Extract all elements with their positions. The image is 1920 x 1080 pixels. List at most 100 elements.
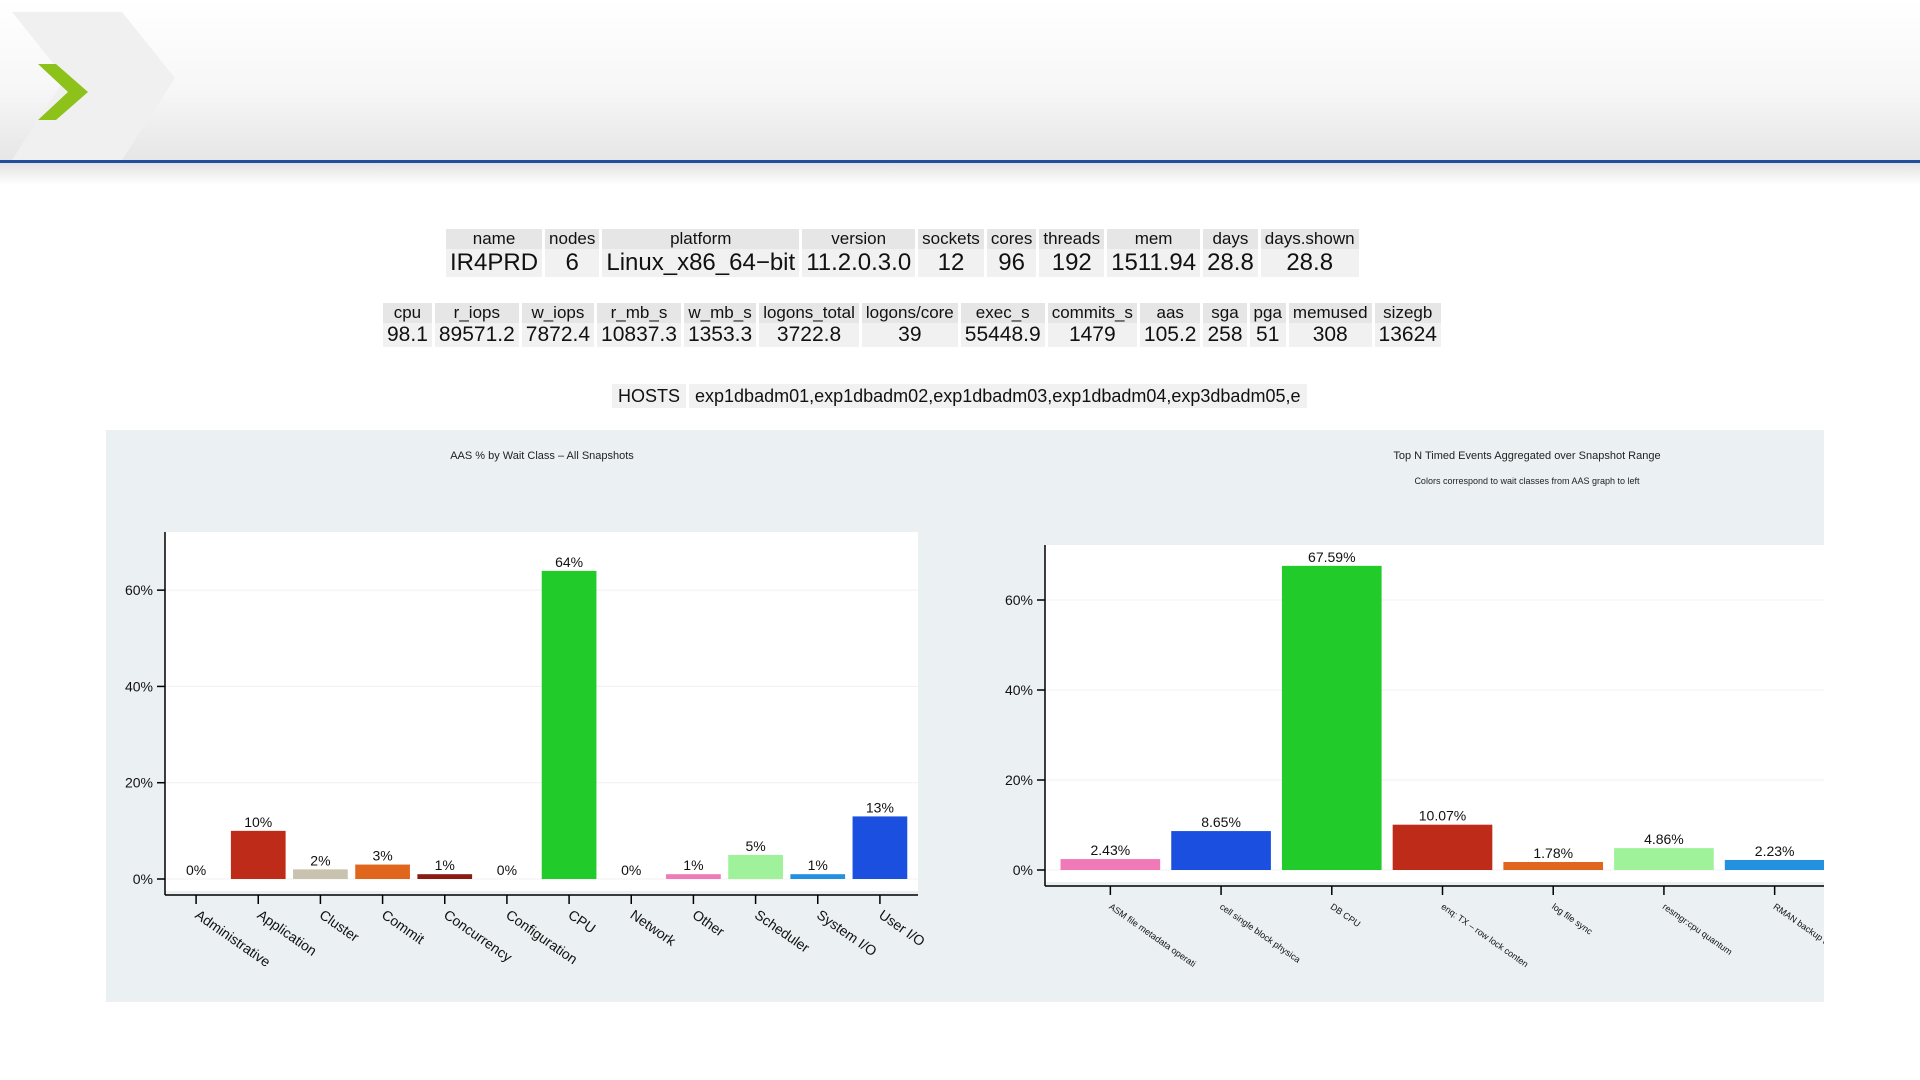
aas-chart-ytick-label-2: 40% [125, 678, 153, 694]
aas-chart-bar-3 [355, 864, 410, 879]
summary2-header-9: aas [1138, 303, 1204, 323]
summary1-value-0: IR4PRD [446, 249, 546, 277]
summary1-header-2: platform [600, 229, 803, 249]
aas-chart-category-label-6: CPU [565, 906, 598, 936]
summary1-header-8: days [1201, 229, 1261, 249]
summary1-header-9: days.shown [1259, 229, 1362, 249]
summary1-header-4: sockets [916, 229, 987, 249]
aas-chart-category-label-4: Concurrency [441, 906, 515, 965]
aas-wait-class-chart: AAS % by Wait Class – All Snapshots 0% 20%… [125, 450, 928, 970]
aas-chart-data-label-5: 0% [497, 862, 517, 878]
aas-chart-data-label-6: 64% [555, 554, 583, 570]
aas-chart-data-label-10: 1% [808, 857, 828, 873]
aas-chart-bar-1 [230, 830, 286, 879]
aas-chart-data-label-7: 0% [621, 862, 641, 878]
aas-chart-bar-2 [293, 869, 348, 879]
aas-chart-bar-9 [728, 854, 783, 879]
aas-chart-ytick-label-3: 60% [125, 582, 153, 598]
summary-table-1: name nodes platform version sockets cores thre… [446, 229, 1362, 277]
summary1-header-5: cores [985, 229, 1040, 249]
aas-chart-category-label-9: Scheduler [752, 906, 813, 955]
summary2-value-8: 1479 [1046, 323, 1140, 347]
aas-chart-data-label-9: 5% [745, 838, 765, 854]
hosts-label: HOSTS [612, 384, 687, 408]
aas-chart-category-label-8: Other [690, 906, 728, 939]
aas-chart-data-label-0: 0% [186, 862, 206, 878]
summary2-header-1: r_iops [433, 303, 522, 323]
summary-table-1-header: name nodes platform version sockets cores thre… [446, 229, 1362, 249]
events-chart-category-label-4: log file sync [1550, 901, 1595, 936]
summary2-value-2: 7872.4 [520, 323, 598, 347]
summary1-value-1: 6 [543, 249, 603, 277]
summary2-header-12: memused [1287, 303, 1375, 323]
summary2-value-6: 39 [860, 323, 961, 347]
aas-chart-data-label-4: 1% [435, 857, 455, 873]
aas-chart-bar-10 [790, 874, 846, 879]
summary1-value-7: 1511.94 [1105, 249, 1204, 277]
events-chart-bar-3 [1392, 824, 1493, 870]
aas-chart-bar-8 [666, 874, 721, 879]
events-chart-bar-4 [1503, 861, 1604, 870]
summary2-header-2: w_iops [520, 303, 598, 323]
events-chart-data-label-2: 67.59% [1308, 549, 1355, 565]
summary1-header-7: mem [1105, 229, 1204, 249]
aas-chart-ytick-label-0: 0% [133, 871, 153, 887]
header-rule [0, 160, 1920, 163]
aas-chart-ytick-label-1: 20% [125, 775, 153, 791]
summary2-header-0: cpu [383, 303, 435, 323]
summary2-value-1: 89571.2 [433, 323, 522, 347]
summary2-value-0: 98.1 [383, 323, 435, 347]
summary1-value-5: 96 [985, 249, 1040, 277]
aas-chart-category-label-11: User I/O [876, 906, 928, 949]
summary-table-2-values: 98.1 89571.2 7872.4 10837.3 1353.3 3722.8 39 55… [383, 323, 1444, 347]
events-chart-category-label-3: enq: TX – row lock conten [1439, 901, 1530, 969]
events-chart-bar-2 [1281, 565, 1382, 870]
chevron-logo-icon [12, 12, 175, 160]
summary2-header-5: logons_total [757, 303, 862, 323]
events-chart-bar-1 [1171, 831, 1271, 870]
aas-chart-bar-11 [852, 816, 908, 879]
summary2-header-10: sga [1201, 303, 1250, 323]
aas-chart-data-label-3: 3% [372, 848, 392, 864]
summary2-header-4: w_mb_s [682, 303, 760, 323]
summary2-value-13: 13624 [1373, 323, 1444, 347]
events-chart-subtitle: Colors correspond to wait classes from A… [1414, 476, 1640, 486]
events-chart-data-label-0: 2.43% [1091, 842, 1131, 858]
aas-chart-category-label-2: Cluster [317, 906, 363, 945]
events-chart-category-label-0: ASM file metadata operati [1107, 901, 1198, 969]
summary2-header-3: r_mb_s [595, 303, 684, 323]
summary-table-1-values: IR4PRD 6 Linux_x86_64−bit 11.2.0.3.0 12 96 192… [446, 249, 1362, 277]
summary1-value-9: 28.8 [1259, 249, 1362, 277]
slide-header [0, 0, 1920, 160]
summary-table-2-header: cpu r_iops w_iops r_mb_s w_mb_s logons_total l… [383, 303, 1444, 323]
events-chart-ytick-label-0: 0% [1013, 862, 1033, 878]
aas-chart-category-label-7: Network [628, 906, 680, 949]
events-chart-ytick-label-1: 20% [1005, 772, 1033, 788]
hosts-value: exp1dbadm01,exp1dbadm02,exp1dbadm03,exp1… [689, 384, 1307, 408]
events-chart-bar-5 [1614, 848, 1714, 870]
summary2-header-6: logons/core [860, 303, 961, 323]
summary2-header-7: exec_s [959, 303, 1048, 323]
events-chart-category-label-6: RMAN backup & recove [1771, 901, 1824, 964]
summary1-value-3: 11.2.0.3.0 [800, 249, 919, 277]
events-chart-bar-6 [1724, 859, 1824, 870]
summary1-value-6: 192 [1037, 249, 1108, 277]
summary2-value-4: 1353.3 [682, 323, 760, 347]
summary1-header-1: nodes [543, 229, 603, 249]
events-chart-category-label-2: DB CPU [1329, 901, 1363, 929]
aas-chart-data-label-11: 13% [866, 799, 894, 815]
summary2-value-7: 55448.9 [959, 323, 1048, 347]
events-chart-data-label-3: 10.07% [1419, 808, 1466, 824]
summary-table-2: cpu r_iops w_iops r_mb_s w_mb_s logons_total l… [383, 303, 1444, 347]
aas-chart-data-label-2: 2% [310, 852, 330, 868]
summary1-header-6: threads [1037, 229, 1108, 249]
hosts-row: HOSTS exp1dbadm01,exp1dbadm02,exp1dbadm0… [612, 384, 1310, 408]
aas-chart-data-label-1: 10% [244, 814, 272, 830]
events-chart-category-label-1: cell single block physica [1218, 901, 1302, 964]
events-chart-bar-0 [1060, 859, 1161, 870]
summary2-header-8: commits_s [1046, 303, 1140, 323]
summary2-value-5: 3722.8 [757, 323, 862, 347]
events-chart-ytick-label-2: 40% [1005, 682, 1033, 698]
summary2-value-10: 258 [1201, 323, 1250, 347]
events-chart-data-label-1: 8.65% [1201, 814, 1241, 830]
